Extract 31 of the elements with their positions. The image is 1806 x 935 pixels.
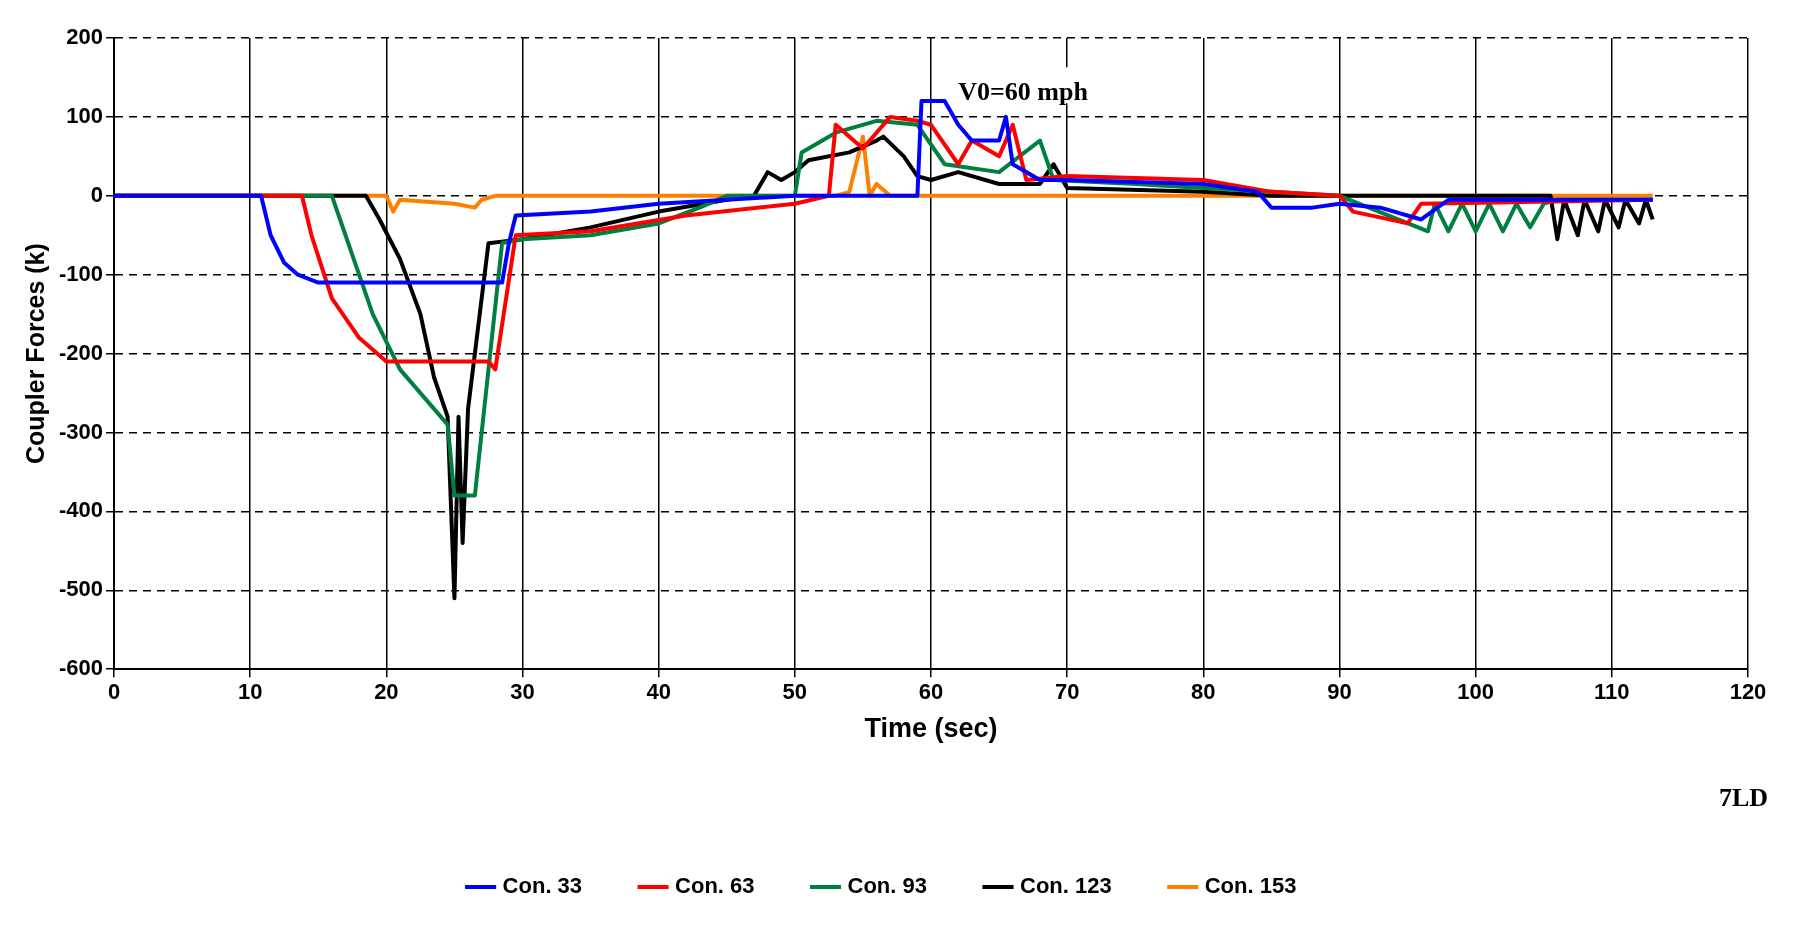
legend-label: Con. 33	[502, 873, 583, 899]
y-tick-label: -400	[58, 497, 104, 523]
x-tick-label: 20	[374, 679, 399, 705]
x-tick-label: 0	[107, 679, 121, 705]
y-tick-label: -500	[58, 576, 104, 602]
x-tick-label: 30	[510, 679, 535, 705]
y-tick-label: 0	[90, 181, 104, 207]
x-axis-title: Time (sec)	[864, 713, 998, 744]
x-tick-label: 50	[782, 679, 808, 705]
x-tick-label: 90	[1327, 679, 1352, 705]
y-tick-label: 200	[66, 24, 104, 50]
annotation: V0=60 mph	[958, 76, 1089, 106]
legend-label: Con. 153	[1204, 873, 1297, 899]
x-tick-label: 100	[1457, 679, 1495, 705]
x-tick-label: 80	[1191, 679, 1216, 705]
y-tick-label: -100	[58, 260, 104, 286]
x-tick-label: 60	[918, 679, 944, 705]
x-tick-label: 70	[1054, 679, 1080, 705]
x-tick-label: 40	[646, 679, 671, 705]
y-tick-label: 100	[66, 102, 104, 128]
legend-label: Con. 123	[1019, 873, 1112, 899]
y-tick-label: -600	[58, 655, 104, 681]
y-tick-label: -300	[58, 418, 104, 444]
legend-label: Con. 93	[847, 873, 927, 899]
text: 7LD	[1718, 782, 1768, 812]
y-axis-title: Coupler Forces (k)	[20, 243, 49, 465]
x-tick-label: 120	[1729, 679, 1767, 705]
legend-label: Con. 63	[675, 873, 755, 899]
x-tick-label: 110	[1594, 679, 1630, 705]
y-tick-label: -200	[58, 339, 104, 365]
x-tick-label: 10	[237, 679, 263, 705]
